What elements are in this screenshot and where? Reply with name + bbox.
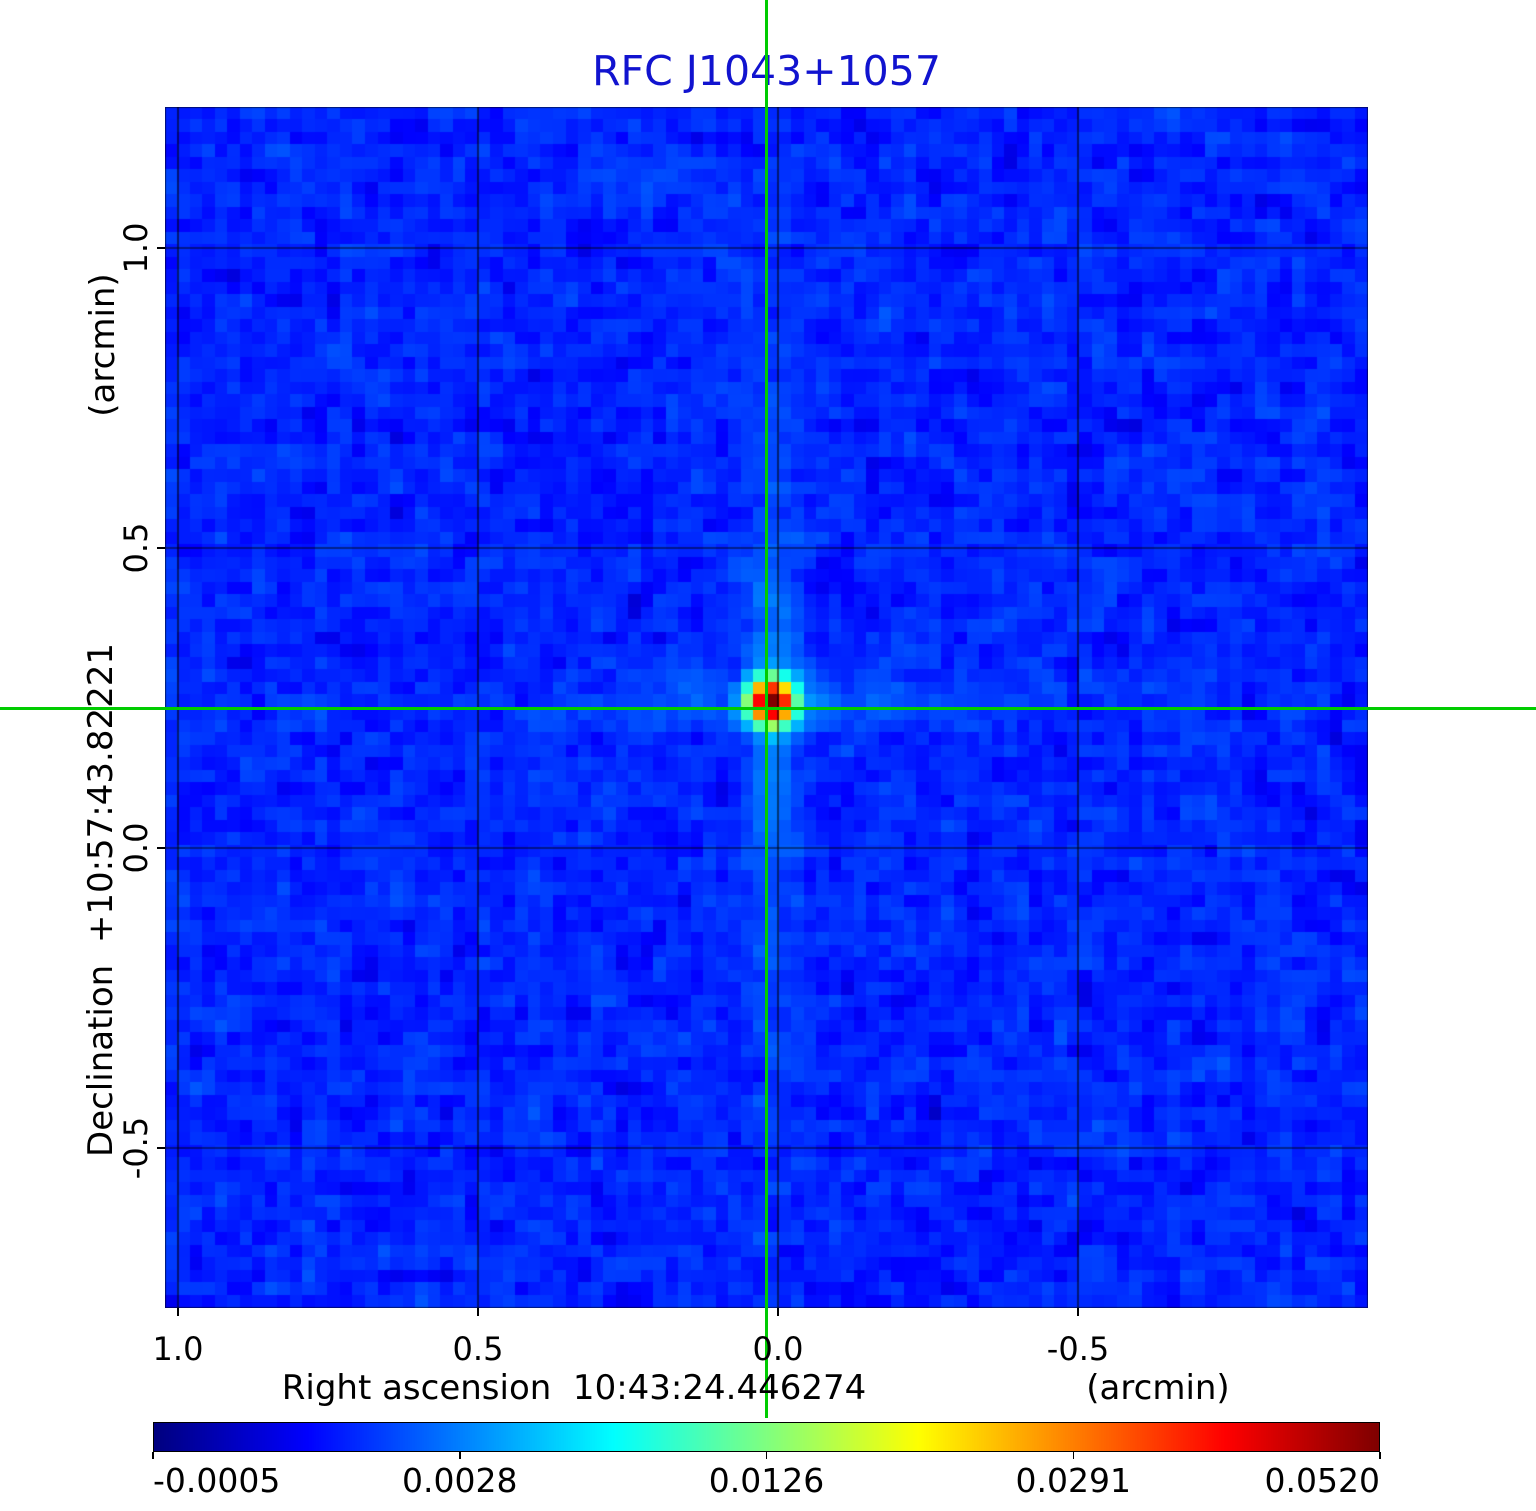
y-tick-mark xyxy=(157,1147,165,1149)
y-tick-mark xyxy=(157,847,165,849)
y-tick-label: 1.0 xyxy=(117,222,155,274)
colorbar-tick-label: 0.0126 xyxy=(708,1461,825,1500)
plot-title: RFC J1043+1057 xyxy=(592,47,941,95)
colorbar-canvas xyxy=(154,1423,1379,1451)
x-tick-mark xyxy=(1077,1308,1079,1316)
colorbar-tick-mark xyxy=(152,1452,154,1459)
y-tick-label: 0.0 xyxy=(117,822,155,874)
colorbar-tick-mark xyxy=(1072,1452,1074,1459)
colorbar-tick-mark xyxy=(459,1452,461,1459)
colorbar xyxy=(153,1422,1380,1452)
crosshair-horizontal-line xyxy=(0,707,1536,711)
y-tick-label: -0.5 xyxy=(117,1116,155,1180)
y-tick-mark xyxy=(157,247,165,249)
colorbar-tick-label: 0.0520 xyxy=(1264,1461,1380,1500)
x-axis-unit-label: (arcmin) xyxy=(1086,1368,1230,1408)
colorbar-tick-label: -0.0005 xyxy=(153,1461,281,1500)
x-tick-label: 0.0 xyxy=(752,1330,804,1368)
x-tick-mark xyxy=(777,1308,779,1316)
colorbar-tick-label: 0.0028 xyxy=(402,1461,518,1500)
x-tick-mark xyxy=(477,1308,479,1316)
y-axis-label: Declination +10:57:43.82221 xyxy=(81,643,121,1157)
colorbar-tick-mark xyxy=(765,1452,768,1459)
y-axis-unit-label: (arcmin) xyxy=(83,273,123,417)
x-tick-label: -0.5 xyxy=(1046,1330,1110,1368)
x-tick-label: 1.0 xyxy=(152,1330,204,1368)
x-axis-label: Right ascension 10:43:24.446274 xyxy=(281,1368,867,1408)
x-tick-mark xyxy=(177,1308,179,1316)
colorbar-tick-label: 0.0291 xyxy=(1015,1461,1131,1500)
x-tick-label: 0.5 xyxy=(452,1330,504,1368)
colorbar-tick-mark xyxy=(1379,1452,1381,1459)
y-tick-mark xyxy=(157,547,165,549)
y-tick-label: 0.5 xyxy=(117,522,155,574)
